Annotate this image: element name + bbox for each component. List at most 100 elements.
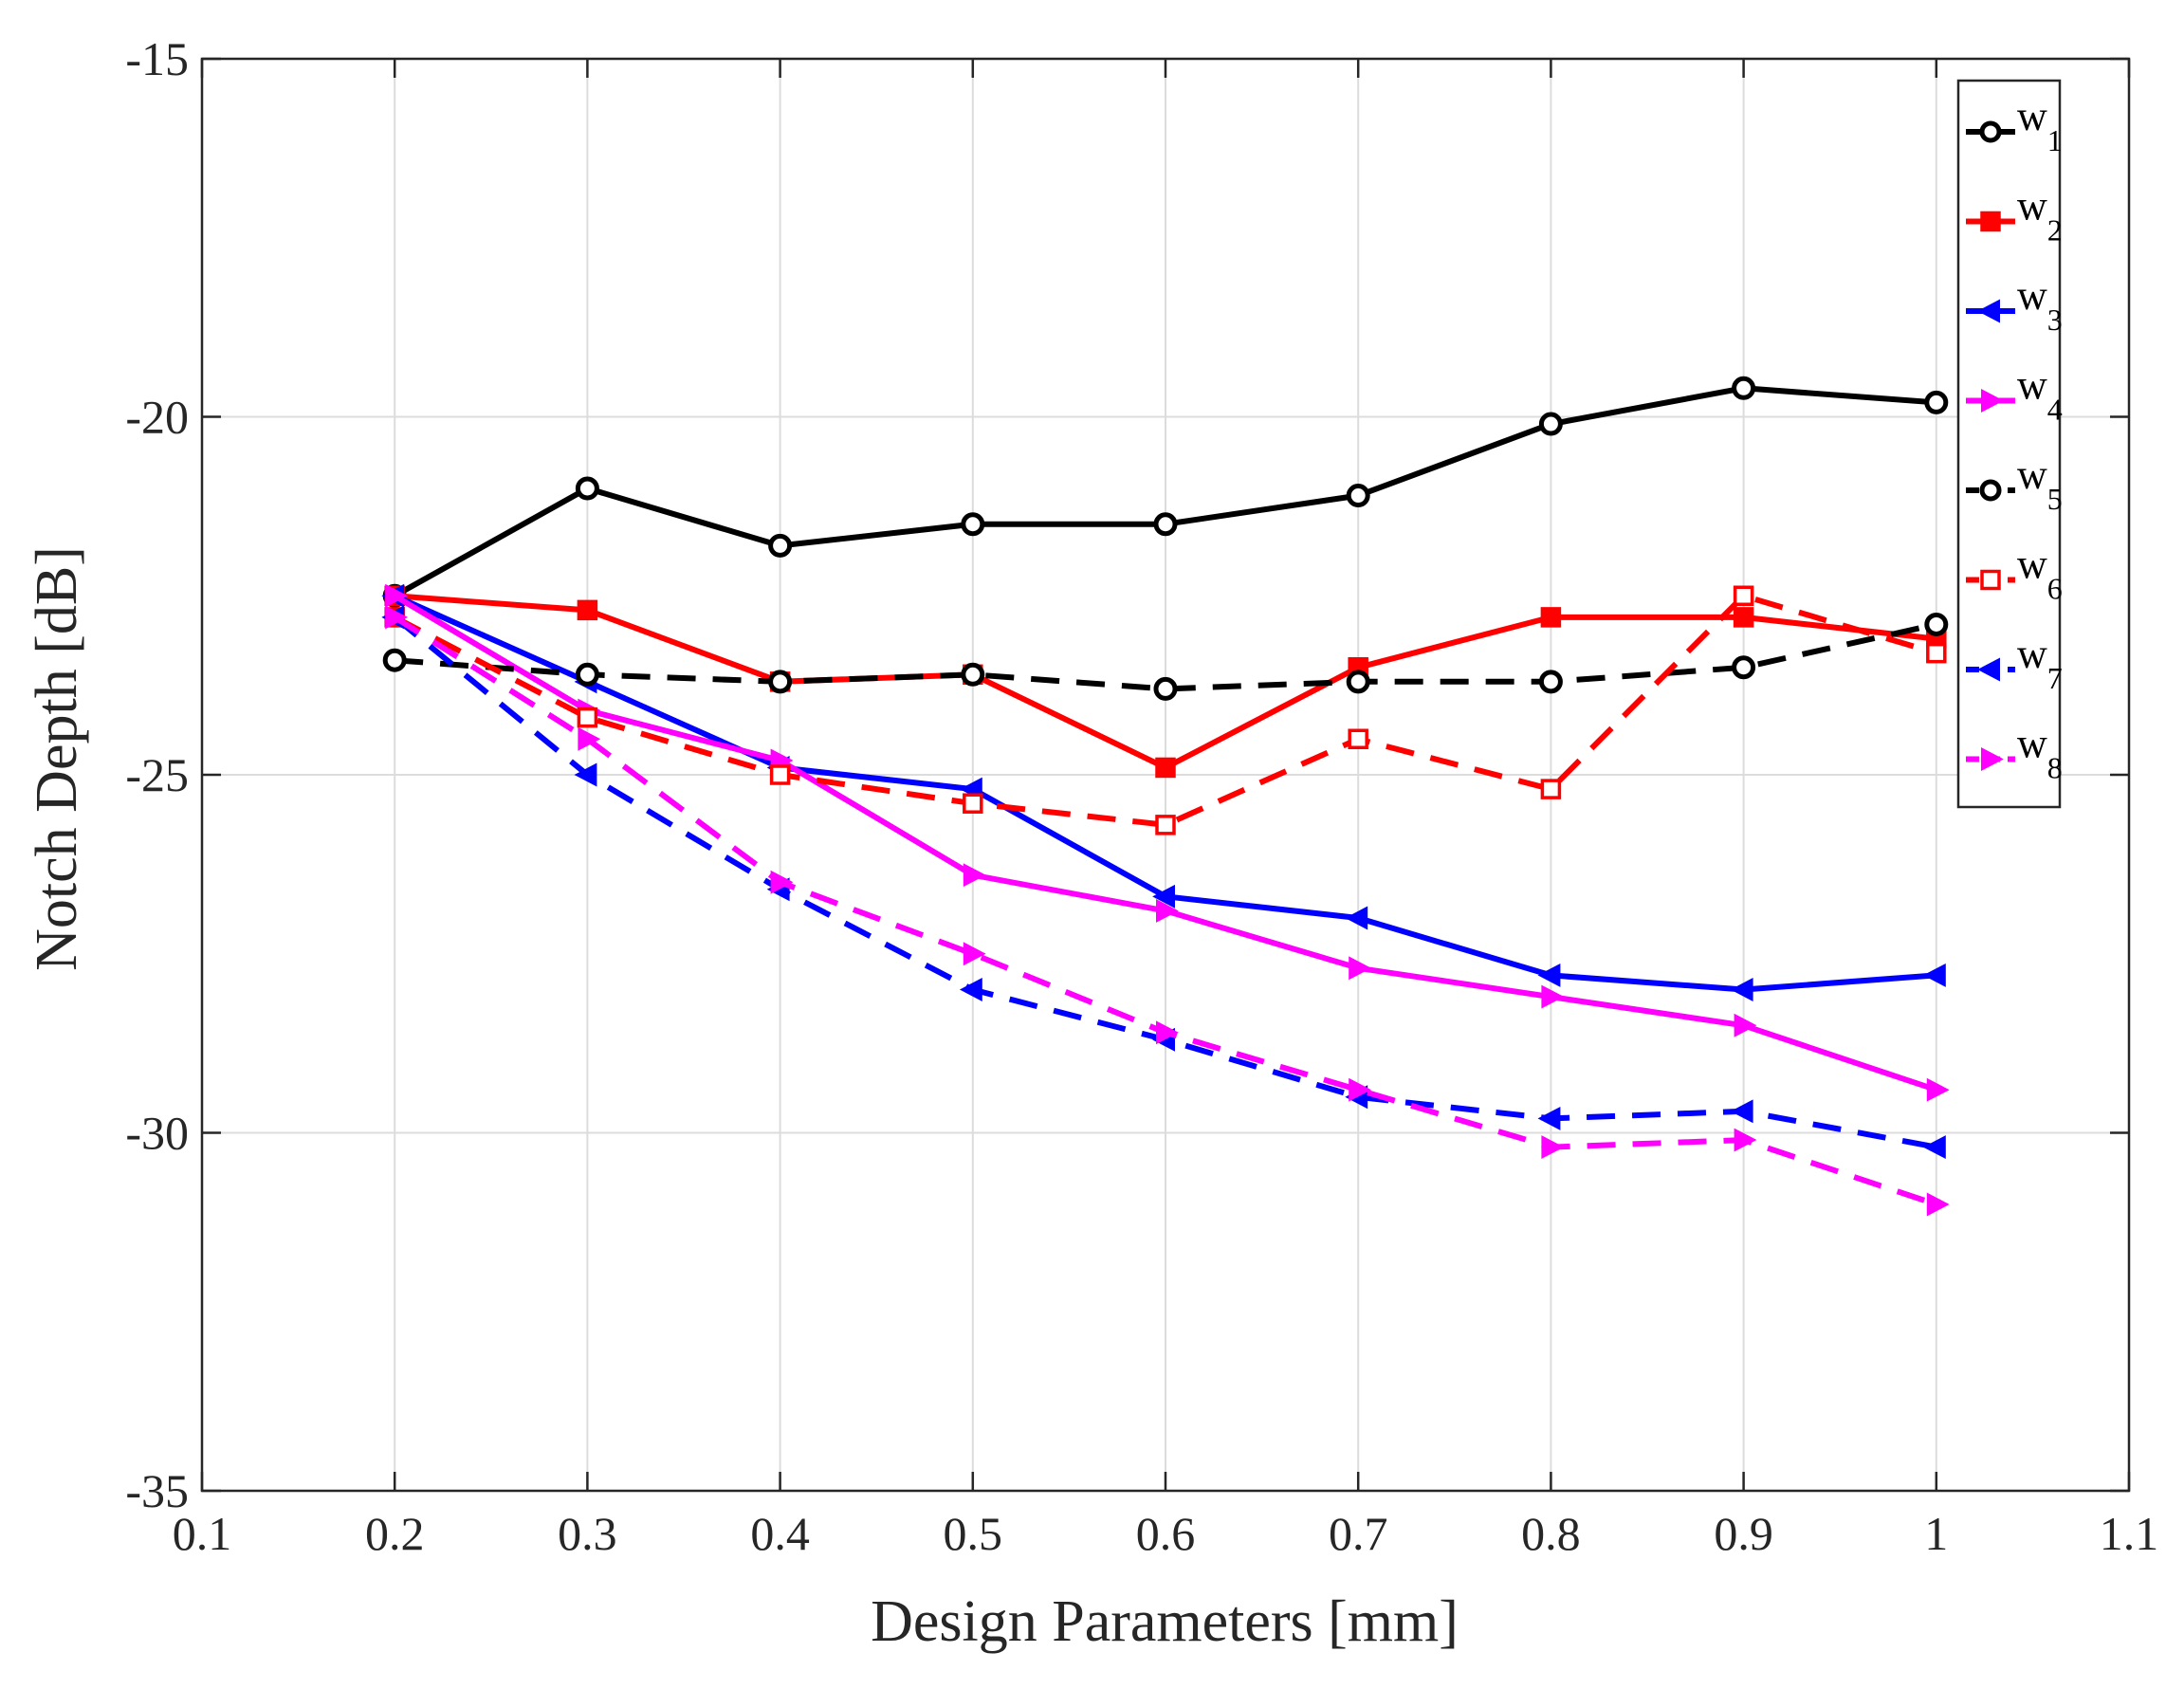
data-point-marker: [1156, 1020, 1179, 1045]
data-point-marker: [1732, 376, 1756, 400]
data-point-marker: [1541, 984, 1565, 1009]
data-point-marker: [1730, 978, 1753, 1001]
x-axis-label: Design Parameters [mm]: [871, 1589, 1459, 1654]
data-point-marker: [1979, 479, 2002, 502]
data-point-marker: [1730, 1099, 1753, 1124]
legend-label: w2: [2017, 183, 2063, 248]
x-tick-label: 0.8: [1521, 1507, 1581, 1560]
data-point-marker: [577, 599, 598, 621]
x-tick-label: 0.2: [365, 1507, 425, 1560]
legend-label: w8: [2017, 721, 2063, 785]
data-point-marker: [1538, 670, 1563, 694]
legend-entry-w7: w7: [1966, 631, 2063, 695]
legend-entry-w5: w5: [1966, 451, 2063, 516]
series-line-w6: [393, 593, 1937, 828]
x-tick-label: 1.1: [2100, 1507, 2159, 1560]
legend: w1 w2 w3 w4 w5 w6 w7 w8: [1956, 79, 2063, 809]
x-tick-label: 0.3: [558, 1507, 617, 1560]
data-point-marker: [963, 942, 986, 966]
data-point-marker: [1537, 1106, 1561, 1130]
series-w8: [385, 605, 1950, 1217]
data-point-marker: [382, 648, 407, 672]
data-point-marker: [1156, 899, 1179, 923]
data-point-marker: [961, 512, 985, 537]
data-point-marker: [1926, 642, 1947, 664]
data-point-marker: [1733, 607, 1754, 628]
data-point-marker: [963, 863, 986, 888]
data-point-marker: [1153, 512, 1178, 537]
data-point-marker: [575, 662, 599, 687]
data-point-marker: [574, 762, 597, 787]
data-point-marker: [1924, 390, 1949, 414]
data-point-marker: [1926, 1077, 1950, 1102]
y-tick-label: -35: [125, 1464, 189, 1517]
data-point-marker: [1980, 569, 2001, 591]
data-point-marker: [768, 670, 793, 694]
data-point-marker: [1346, 484, 1370, 508]
data-point-marker: [1155, 815, 1176, 835]
data-point-marker: [1926, 1192, 1950, 1217]
data-point-marker: [1348, 728, 1368, 749]
data-point-marker: [1734, 1013, 1757, 1037]
data-point-marker: [1922, 1135, 1946, 1160]
legend-label: w3: [2017, 272, 2063, 337]
data-point-marker: [1152, 884, 1175, 909]
data-point-marker: [768, 533, 793, 558]
legend-entry-w6: w6: [1966, 542, 2063, 606]
data-point-marker: [1540, 607, 1562, 628]
data-point-marker: [1979, 120, 2002, 143]
data-point-marker: [1538, 412, 1563, 436]
data-point-marker: [1733, 585, 1754, 606]
y-tick-label: -15: [125, 32, 189, 85]
data-point-marker: [769, 764, 791, 785]
legend-label: w4: [2017, 362, 2063, 427]
data-point-marker: [1734, 1128, 1757, 1152]
legend-label: w1: [2017, 93, 2063, 157]
data-point-marker: [959, 978, 982, 1001]
x-tick-label: 0.7: [1329, 1507, 1388, 1560]
series-w5: [382, 612, 1949, 701]
data-point-marker: [1349, 956, 1372, 981]
data-point-marker: [1922, 963, 1946, 987]
data-point-marker: [1732, 655, 1756, 680]
x-tick-label: 0.4: [750, 1507, 810, 1560]
data-point-marker: [578, 726, 601, 751]
data-point-marker: [1981, 747, 2004, 771]
plot-series: [381, 376, 1950, 1217]
legend-box: [1956, 79, 2062, 809]
data-point-marker: [1977, 299, 2000, 323]
data-point-marker: [1346, 670, 1370, 694]
data-point-marker: [1980, 211, 2001, 232]
data-point-marker: [1537, 963, 1561, 987]
data-point-marker: [1981, 389, 2004, 413]
axes: 0.1 0.2 0.3 0.4 0.5 0.6 0.7 0.8 0.9 1 1.1 -35 -30 -25…: [125, 32, 2158, 1560]
data-point-marker: [577, 707, 598, 728]
x-tick-label: 1: [1924, 1507, 1948, 1560]
series-line-w5: [394, 621, 1937, 692]
data-point-marker: [1541, 1135, 1565, 1160]
data-point-marker: [1153, 676, 1178, 701]
data-point-marker: [1155, 757, 1176, 779]
x-tick-label: 0.1: [173, 1507, 232, 1560]
y-axis-label: Notch Depth [dB]: [25, 546, 89, 971]
data-point-marker: [1924, 612, 1949, 636]
legend-label: w7: [2017, 631, 2063, 695]
x-tick-label: 0.6: [1136, 1507, 1196, 1560]
legend-entry-w1: w1: [1966, 93, 2063, 157]
data-point-marker: [1349, 1077, 1372, 1102]
x-tick-label: 0.9: [1714, 1507, 1773, 1560]
data-point-marker: [575, 476, 599, 501]
data-point-marker: [1540, 779, 1562, 799]
x-tick-label: 0.5: [944, 1507, 1003, 1560]
legend-label: w6: [2017, 542, 2063, 606]
legend-entry-w8: w8: [1966, 721, 2063, 785]
series-w4: [385, 583, 1950, 1102]
legend-entry-w2: w2: [1966, 183, 2063, 248]
data-point-marker: [961, 662, 985, 687]
legend-entry-w3: w3: [1966, 272, 2063, 337]
data-point-marker: [385, 605, 409, 630]
data-point-marker: [963, 793, 983, 814]
y-tick-label: -25: [125, 748, 189, 801]
legend-entry-w4: w4: [1966, 362, 2063, 427]
